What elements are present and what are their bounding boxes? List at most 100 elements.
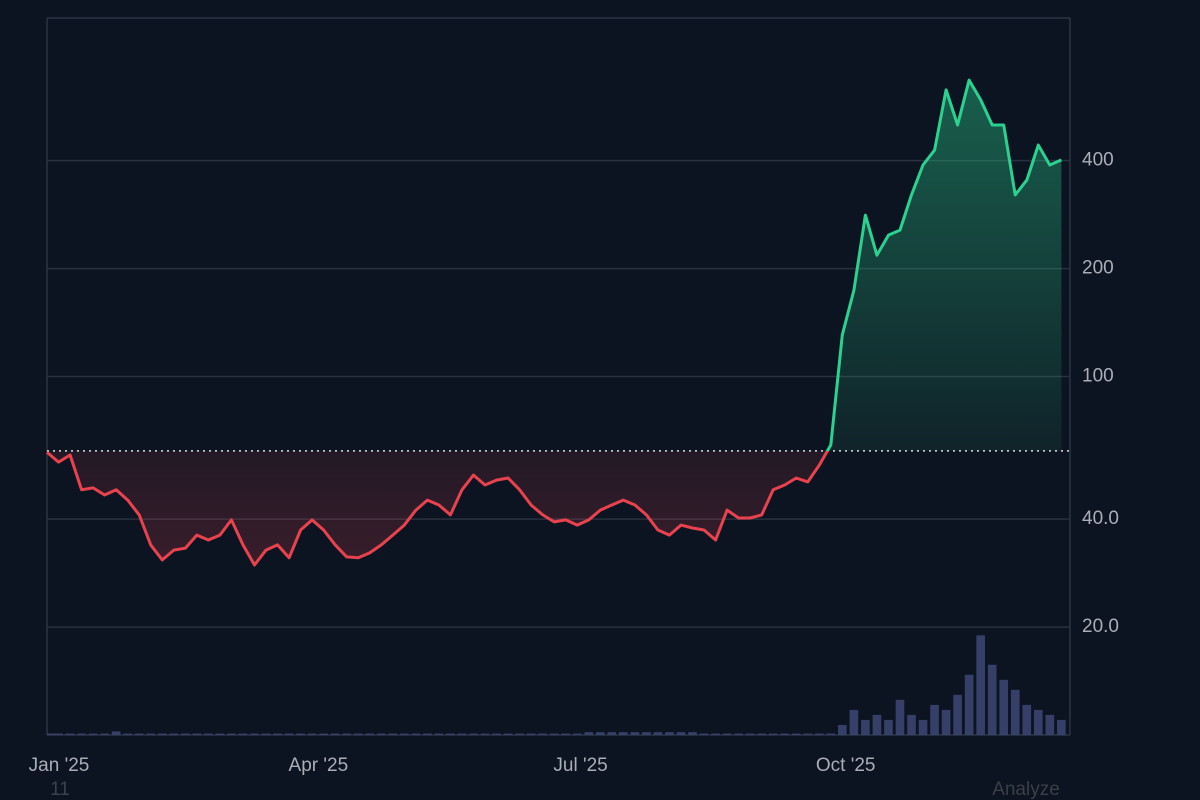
volume-bar — [238, 733, 248, 735]
volume-bar — [895, 699, 905, 735]
volume-bar — [296, 733, 305, 735]
volume-bar — [699, 733, 709, 735]
volume-bar — [630, 732, 640, 735]
volume-bar — [503, 733, 513, 735]
volume-bar — [1045, 714, 1055, 735]
volume-bar — [469, 733, 478, 735]
volume-bar — [757, 733, 766, 735]
volume-bar — [157, 733, 167, 735]
volume-bar — [918, 719, 928, 735]
volume-bar — [849, 709, 859, 735]
volume-bar — [515, 733, 524, 735]
volume-bar — [261, 733, 271, 735]
volume-bar — [826, 733, 836, 735]
volume-bar — [941, 709, 951, 735]
volume-bar — [676, 732, 686, 735]
volume-bar — [1010, 689, 1020, 735]
x-tick-label: Apr '25 — [289, 755, 349, 776]
volume-bar — [65, 733, 75, 735]
volume-bar — [273, 733, 282, 735]
volume-bar — [584, 732, 594, 735]
volume-bar — [526, 733, 536, 735]
y-tick-label: 200 — [1082, 258, 1114, 279]
volume-bar — [204, 733, 213, 735]
volume-bar — [861, 719, 870, 735]
volume-bar — [146, 733, 156, 735]
volume-bar — [595, 732, 605, 735]
volume-bar — [538, 733, 547, 735]
volume-bar — [607, 732, 617, 735]
volume-bar — [446, 733, 455, 735]
volume-bar — [872, 714, 882, 735]
volume-bar — [768, 733, 778, 735]
volume-bar — [803, 733, 813, 735]
volume-bar — [250, 733, 259, 735]
volume-bar — [953, 694, 962, 735]
analyze-button[interactable]: Analyze — [992, 779, 1060, 800]
volume-bar — [780, 733, 790, 735]
volume-bar — [457, 733, 467, 735]
x-tick-label: Jan '25 — [29, 755, 90, 776]
volume-bar — [434, 733, 444, 735]
volume-bar — [722, 733, 732, 735]
volume-bar — [411, 733, 421, 735]
x-tick-label: Jul '25 — [553, 755, 607, 776]
volume-bar — [814, 733, 824, 735]
volume-bar — [711, 733, 720, 735]
volume-bar — [1022, 704, 1032, 735]
volume-bar — [169, 733, 179, 735]
y-tick-label: 100 — [1082, 366, 1114, 387]
volume-bar — [964, 674, 974, 735]
y-tick-label: 20.0 — [1082, 616, 1119, 637]
footer-number: 11 — [50, 779, 70, 800]
volume-bar — [180, 733, 190, 735]
volume-bar — [423, 733, 432, 735]
volume-bar — [100, 733, 109, 735]
volume-bar — [54, 733, 63, 735]
volume-bar — [884, 719, 893, 735]
volume-bar — [47, 733, 56, 735]
volume-bar — [365, 733, 375, 735]
volume-bar — [653, 732, 663, 735]
volume-bar — [400, 733, 409, 735]
volume-bar — [227, 733, 236, 735]
volume-bar — [492, 733, 501, 735]
x-tick-label: Oct '25 — [816, 755, 876, 776]
volume-bar — [111, 731, 121, 735]
price-line — [46, 78, 1063, 567]
volume-bar — [907, 714, 916, 735]
volume-bar — [745, 733, 755, 735]
volume-bar — [987, 664, 997, 735]
volume-bar — [999, 679, 1009, 735]
volume-bar — [930, 704, 939, 735]
volume-bar — [330, 733, 340, 735]
area-fill — [47, 80, 1062, 565]
volume-bar — [1033, 709, 1043, 735]
volume-bar — [77, 733, 86, 735]
volume-bar — [353, 733, 363, 735]
volume-bar — [342, 733, 352, 735]
volume-bar — [549, 733, 559, 735]
volume-bar — [734, 733, 743, 735]
volume-bar — [791, 733, 801, 735]
volume-bar — [307, 733, 317, 735]
volume-bar — [838, 724, 847, 735]
volume-bar — [572, 733, 582, 735]
volume-bar — [134, 733, 144, 735]
volume-bar — [192, 733, 202, 735]
volume-bar — [642, 732, 651, 735]
volume-bar — [688, 732, 697, 735]
volume-bar — [284, 733, 294, 735]
volume-bar — [665, 732, 674, 735]
volume-bar — [388, 733, 398, 735]
y-tick-label: 400 — [1082, 150, 1114, 171]
volume-bar — [88, 733, 98, 735]
volume-bar — [123, 733, 133, 735]
volume-bar — [376, 733, 386, 735]
volume-bar — [319, 733, 328, 735]
volume-bar — [1057, 719, 1066, 735]
volume-bar — [976, 635, 985, 735]
